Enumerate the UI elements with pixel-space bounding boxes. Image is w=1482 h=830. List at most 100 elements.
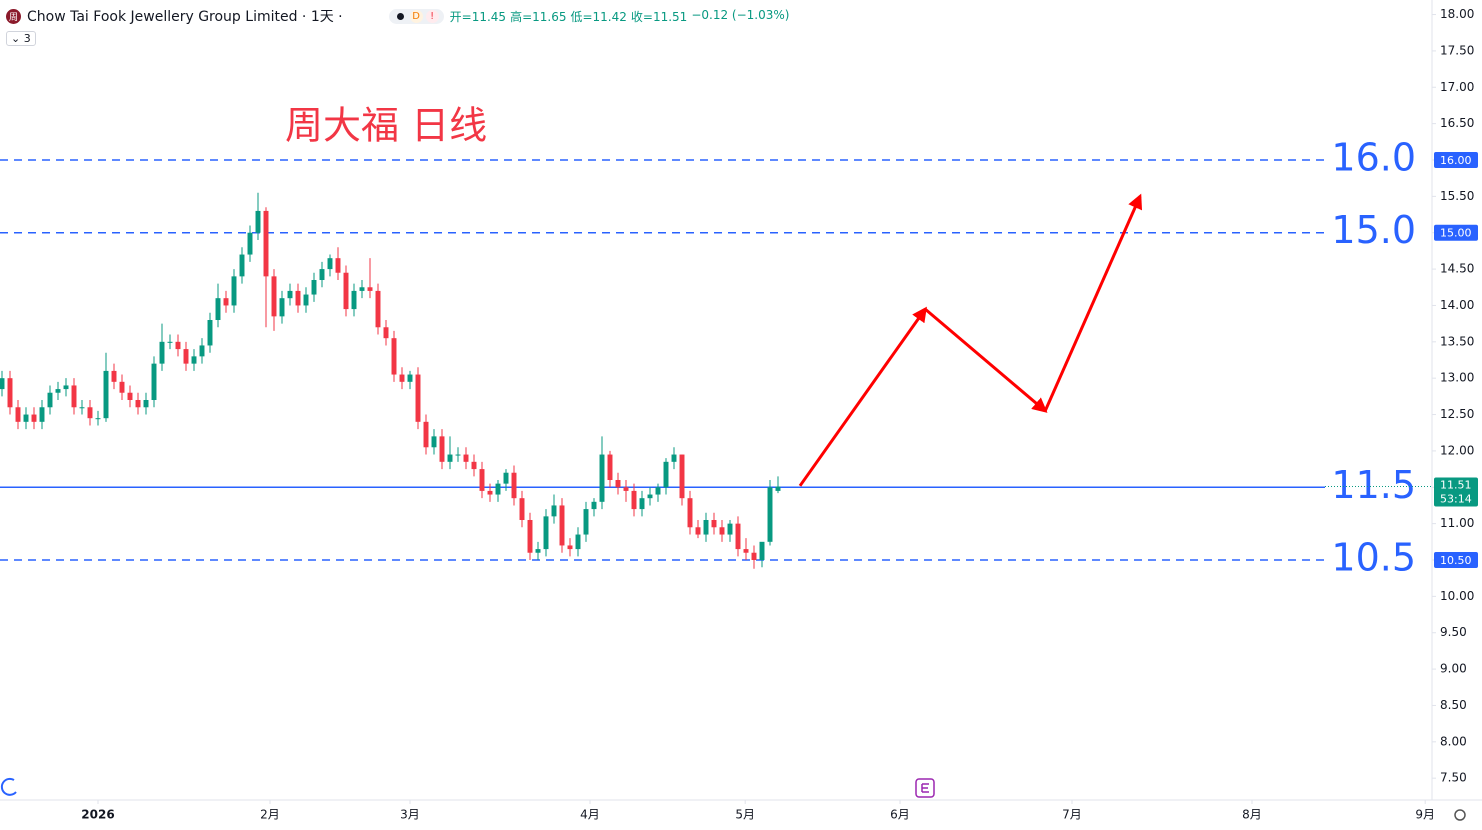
header: 周 Chow Tai Fook Jewellery Group Limited … bbox=[6, 6, 789, 26]
candle-body bbox=[183, 349, 189, 364]
level-label: 11.5 bbox=[1331, 463, 1416, 507]
candle-body bbox=[647, 494, 653, 499]
candle-body bbox=[367, 287, 373, 291]
candle-body bbox=[71, 385, 77, 408]
candle-body bbox=[447, 454, 453, 462]
candle-body bbox=[7, 378, 13, 408]
chart-title: 周大福 日线 bbox=[285, 104, 487, 148]
candle-body bbox=[31, 414, 37, 422]
candle-body bbox=[519, 498, 525, 520]
x-tick-label: 7月 bbox=[1062, 808, 1082, 822]
level-label: 15.0 bbox=[1331, 208, 1416, 252]
x-tick-label: 2026 bbox=[81, 808, 114, 822]
candle-body bbox=[623, 487, 629, 491]
candle-body bbox=[487, 490, 493, 495]
candle-body bbox=[63, 385, 69, 390]
candle-body bbox=[471, 461, 477, 470]
candle-body bbox=[455, 454, 461, 456]
y-tick-label: 17.00 bbox=[1440, 80, 1474, 94]
indicator-toggle[interactable]: ⌄ 3 bbox=[6, 31, 36, 46]
ohlc-low: 低=11.42 bbox=[570, 9, 627, 24]
candle-body bbox=[551, 505, 557, 517]
ohlc-close: 收=11.51 bbox=[630, 9, 688, 24]
candle-body bbox=[599, 454, 605, 502]
price-tag-label: 10.50 bbox=[1440, 554, 1472, 567]
price-tag bbox=[1434, 224, 1478, 241]
y-tick-label: 15.50 bbox=[1440, 189, 1474, 203]
y-tick-label: 17.50 bbox=[1440, 43, 1474, 57]
y-tick-label: 11.00 bbox=[1440, 516, 1474, 530]
candle-body bbox=[143, 400, 149, 408]
candle-body bbox=[191, 356, 197, 364]
candle-body bbox=[223, 298, 229, 306]
settings-icon[interactable] bbox=[1454, 809, 1466, 821]
candle-body bbox=[0, 378, 5, 390]
events-icon[interactable] bbox=[915, 778, 935, 798]
candle-body bbox=[239, 254, 245, 277]
candle-body bbox=[767, 487, 773, 542]
candle-body bbox=[559, 505, 565, 546]
candle-body bbox=[695, 527, 701, 535]
y-tick-label: 14.00 bbox=[1440, 298, 1474, 312]
candle-body bbox=[727, 523, 733, 535]
candle-body bbox=[215, 298, 221, 320]
candle-body bbox=[591, 501, 597, 510]
candle-body bbox=[111, 370, 117, 382]
loading-icon bbox=[0, 777, 17, 796]
status-pill[interactable]: D! bbox=[388, 8, 444, 24]
x-tick-label: 9月 bbox=[1415, 808, 1435, 822]
price-tag-label: 16.00 bbox=[1440, 154, 1472, 167]
y-tick-label: 12.00 bbox=[1440, 443, 1474, 457]
candle-body bbox=[711, 520, 717, 528]
y-tick-label: 13.50 bbox=[1440, 334, 1474, 348]
candle-body bbox=[351, 290, 357, 310]
candle-body bbox=[431, 436, 437, 448]
last-price-label: 11.51 bbox=[1440, 479, 1472, 492]
candle-body bbox=[735, 523, 741, 550]
candle-body bbox=[495, 483, 501, 495]
candle-body bbox=[247, 232, 253, 255]
candle-body bbox=[775, 486, 781, 491]
x-tick-label: 4月 bbox=[580, 808, 600, 822]
candle-body bbox=[343, 272, 349, 310]
candle-body bbox=[383, 327, 389, 339]
candle-body bbox=[407, 374, 413, 382]
candle-body bbox=[279, 298, 285, 317]
candle-body bbox=[463, 454, 469, 462]
x-tick-label: 3月 bbox=[400, 808, 420, 822]
y-tick-label: 8.50 bbox=[1440, 698, 1467, 712]
candle-body bbox=[391, 338, 397, 375]
y-tick-label: 7.50 bbox=[1440, 771, 1467, 785]
candle-body bbox=[671, 454, 677, 462]
candle-body bbox=[79, 407, 85, 409]
candle-body bbox=[719, 527, 725, 535]
candle-body bbox=[543, 516, 549, 550]
candle-body bbox=[207, 320, 213, 346]
level-label: 16.0 bbox=[1331, 136, 1416, 180]
events-icon-glyph bbox=[921, 783, 929, 793]
ohlc-open: 开=11.45 bbox=[449, 9, 507, 24]
candle-body bbox=[751, 552, 757, 560]
candle-body bbox=[743, 549, 749, 553]
candle-body bbox=[327, 258, 333, 270]
candle-body bbox=[359, 287, 365, 291]
ohlc-change: −0.12 (−1.03%) bbox=[691, 7, 790, 22]
candle-body bbox=[759, 541, 765, 560]
candle-body bbox=[399, 374, 405, 382]
candle-body bbox=[479, 469, 485, 491]
candle-body bbox=[271, 276, 277, 317]
x-tick-label: 6月 bbox=[890, 808, 910, 822]
symbol-title[interactable]: Chow Tai Fook Jewellery Group Limited · … bbox=[27, 9, 343, 25]
x-tick-label: 8月 bbox=[1242, 808, 1262, 822]
ohlc: 开=11.45 高=11.65 低=11.42 收=11.51 −0.12 (−… bbox=[450, 8, 790, 25]
y-tick-label: 10.00 bbox=[1440, 589, 1474, 603]
indicator-count: 3 bbox=[23, 32, 31, 45]
candle-body bbox=[47, 392, 53, 408]
candle-body bbox=[639, 498, 645, 510]
candle-body bbox=[39, 407, 45, 422]
projection-arrow bbox=[924, 307, 1048, 413]
candle-body bbox=[311, 280, 317, 295]
candle-body bbox=[583, 509, 589, 535]
